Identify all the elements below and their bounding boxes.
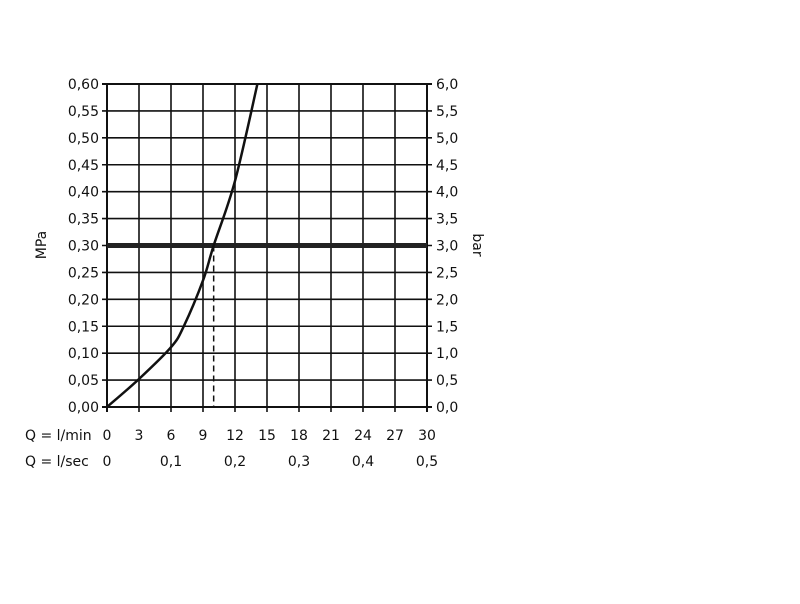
y-tick-label-right: 4,0 [436, 185, 458, 201]
y-tick-label-right: 1,0 [436, 346, 458, 362]
y-tick-label-left: 0,60 [68, 77, 99, 93]
y-axis-label-right: bar [469, 233, 485, 256]
y-tick-label-right: 3,0 [436, 239, 458, 255]
y-tick-label-left: 0,45 [68, 158, 99, 174]
y-tick-label-left: 0,30 [68, 239, 99, 255]
y-tick-label-right: 6,0 [436, 77, 458, 93]
x-tick-label-lsec: 0,5 [416, 454, 438, 470]
y-tick-label-right: 5,0 [436, 131, 458, 147]
tick-labels: 0 3 6 9 12 15 18 21 24 27 30 0 0,1 0,2 0,3 0,4 0,5 0,00 0,… [68, 77, 458, 470]
x-tick-label-lsec: 0,1 [160, 454, 182, 470]
y-tick-label-left: 0,55 [68, 104, 99, 120]
x-tick-label-lmin: 27 [386, 428, 404, 444]
y-tick-label-right: 4,5 [436, 158, 458, 174]
x-tick-label-lsec: 0,2 [224, 454, 246, 470]
y-tick-label-left: 0,50 [68, 131, 99, 147]
x-tick-label-lmin: 0 [103, 428, 112, 444]
x-tick-label-lmin: 12 [226, 428, 244, 444]
y-tick-label-left: 0,20 [68, 292, 99, 308]
x-row-label-lsec: Q = l/sec [25, 454, 89, 470]
y-tick-label-right: 2,5 [436, 265, 458, 281]
y-tick-label-left: 0,35 [68, 212, 99, 228]
y-tick-label-right: 0,0 [436, 400, 458, 416]
y-tick-label-right: 2,0 [436, 292, 458, 308]
x-tick-label-lsec: 0,4 [352, 454, 374, 470]
x-tick-label-lmin: 21 [322, 428, 340, 444]
y-tick-label-left: 0,25 [68, 265, 99, 281]
x-tick-label-lmin: 6 [167, 428, 176, 444]
x-row-label-lmin: Q = l/min [25, 428, 92, 444]
x-tick-label-lmin: 15 [258, 428, 276, 444]
y-tick-label-left: 0,00 [68, 400, 99, 416]
x-tick-label-lmin: 18 [290, 428, 308, 444]
y-axis-label-left: MPa [34, 231, 50, 259]
y-tick-label-right: 0,5 [436, 373, 458, 389]
y-tick-label-left: 0,15 [68, 319, 99, 335]
flow-curve [106, 83, 259, 408]
marks [106, 83, 427, 408]
y-tick-label-right: 5,5 [436, 104, 458, 120]
y-tick-label-right: 1,5 [436, 319, 458, 335]
y-tick-label-right: 3,5 [436, 212, 458, 228]
x-tick-label-lmin: 30 [418, 428, 436, 444]
x-tick-label-lmin: 24 [354, 428, 372, 444]
x-tick-label-lmin: 3 [135, 428, 144, 444]
y-tick-label-left: 0,40 [68, 185, 99, 201]
x-tick-label-lsec: 0,3 [288, 454, 310, 470]
y-tick-label-left: 0,10 [68, 346, 99, 362]
y-tick-label-left: 0,05 [68, 373, 99, 389]
x-tick-label-lmin: 9 [199, 428, 208, 444]
x-tick-label-lsec: 0 [103, 454, 112, 470]
